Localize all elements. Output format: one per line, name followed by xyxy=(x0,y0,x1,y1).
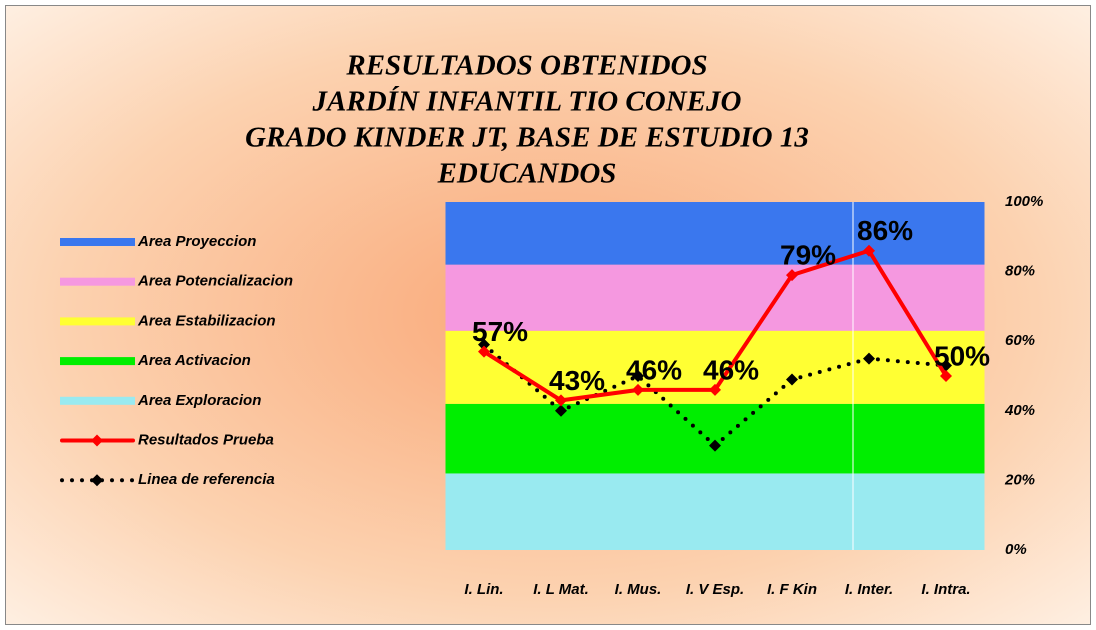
chart-title: RESULTADOS OBTENIDOS xyxy=(345,50,707,82)
legend-label: Area Estabilizacion xyxy=(137,312,276,329)
data-label: 86% xyxy=(857,215,913,246)
legend-label: Area Activacion xyxy=(137,352,251,369)
data-label: 50% xyxy=(934,340,990,371)
x-tick-label: I. Inter. xyxy=(845,581,893,598)
data-label: 43% xyxy=(549,365,605,396)
data-label: 46% xyxy=(703,354,759,385)
legend-label: Area Potencializacion xyxy=(137,273,293,290)
band xyxy=(445,403,985,474)
legend-swatch xyxy=(60,238,135,246)
marker xyxy=(709,439,721,452)
x-tick-label: I. Lin. xyxy=(464,581,503,598)
legend-swatch xyxy=(60,277,135,286)
legend-swatch xyxy=(60,357,135,366)
data-label: 57% xyxy=(472,316,528,347)
legend-label: Linea de referencia xyxy=(138,471,275,488)
x-tick-label: I. V Esp. xyxy=(686,581,744,598)
marker xyxy=(632,383,644,396)
data-label: 46% xyxy=(626,354,682,385)
chart-title: EDUCANDOS xyxy=(437,158,617,190)
legend-swatch xyxy=(60,317,135,326)
band xyxy=(445,264,985,331)
band xyxy=(445,202,985,265)
marker xyxy=(478,345,490,358)
marker xyxy=(863,352,875,365)
legend-label: Area Exploracion xyxy=(137,392,261,409)
x-tick-label: I. L Mat. xyxy=(533,581,589,598)
y-tick-label: 0% xyxy=(1005,541,1027,558)
marker xyxy=(786,373,798,386)
chart-title: GRADO KINDER JT, BASE DE ESTUDIO 13 xyxy=(245,122,809,154)
marker xyxy=(786,269,798,282)
y-tick-label: 40% xyxy=(1004,402,1035,419)
legend-marker xyxy=(91,474,103,487)
chart-title: JARDÍN INFANTIL TIO CONEJO xyxy=(312,85,742,118)
legend-label: Resultados Prueba xyxy=(138,431,274,448)
band xyxy=(445,473,985,550)
marker xyxy=(863,244,875,257)
legend-marker xyxy=(91,434,103,447)
marker xyxy=(555,394,567,407)
marker xyxy=(478,338,490,351)
x-tick-label: I. F Kin xyxy=(767,581,817,598)
marker xyxy=(632,370,644,382)
legend-swatch xyxy=(60,396,135,405)
y-tick-label: 60% xyxy=(1005,332,1035,349)
data-label: 79% xyxy=(780,239,836,270)
y-tick-label: 20% xyxy=(1004,471,1035,488)
y-tick-label: 100% xyxy=(1005,193,1043,210)
marker xyxy=(555,404,567,417)
x-tick-label: I. Intra. xyxy=(921,581,970,598)
legend-label: Area Proyeccion xyxy=(137,233,256,250)
marker xyxy=(709,383,721,396)
y-tick-label: 80% xyxy=(1005,263,1035,280)
x-tick-label: I. Mus. xyxy=(615,581,662,598)
marker xyxy=(940,370,952,382)
